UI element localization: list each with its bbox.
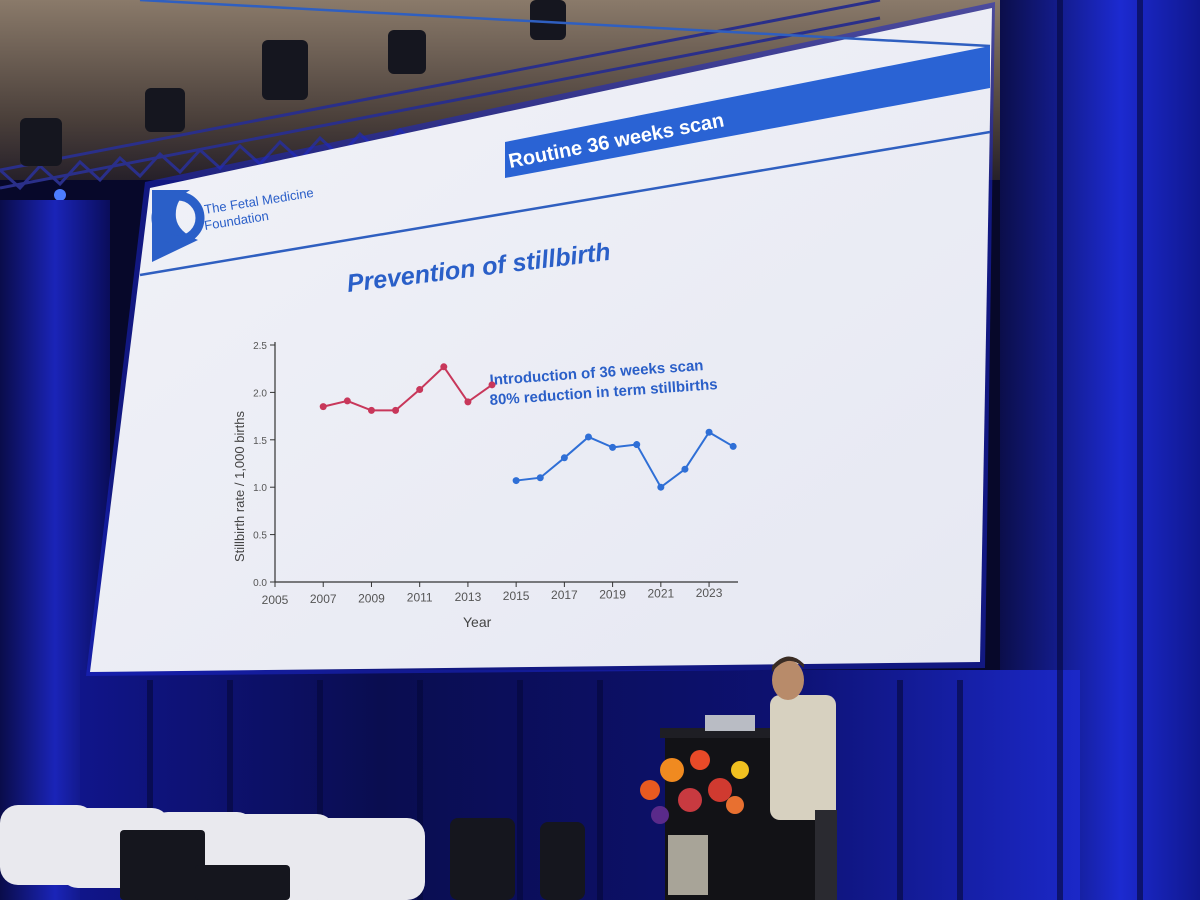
data-point-1-0: [512, 477, 520, 485]
y-tick-label: 0.5: [253, 531, 267, 542]
data-point-1-1: [536, 474, 544, 482]
data-point-0-5: [440, 363, 448, 371]
data-point-1-3: [584, 433, 592, 441]
x-tick-label: 2011: [407, 591, 433, 605]
blue-spotlight: [54, 189, 66, 201]
series-line-0: [322, 365, 493, 412]
data-point-1-7: [681, 465, 689, 473]
x-tick-label: 2023: [696, 586, 723, 600]
stage-lights: [20, 0, 566, 166]
data-point-0-4: [416, 386, 424, 394]
data-point-1-5: [633, 441, 641, 449]
data-point-0-0: [319, 403, 327, 411]
flower-arrangement: [640, 750, 749, 895]
y-tick-label: 2.5: [253, 341, 267, 352]
stillbirth-chart: 0.00.51.01.52.02.5 2005 2007 2009 2011 2013 2…: [232, 341, 738, 630]
header-rule: [139, 130, 991, 277]
header-rule: [139, 0, 991, 48]
x-tick-label: 2019: [599, 587, 626, 601]
x-tick-label: 2007: [310, 592, 337, 606]
title-banner: [505, 46, 990, 178]
x-tick-label: 2017: [551, 588, 578, 602]
x-tick-label: 2013: [455, 590, 482, 604]
data-point-1-2: [560, 454, 568, 462]
y-ticks: 0.0 0.5 1.0 1.5 2.0 2.5: [253, 341, 275, 589]
data-point-0-1: [343, 397, 351, 405]
series-line-1: [516, 430, 734, 489]
projection-screen: [90, 8, 992, 672]
data-point-0-3: [392, 406, 400, 414]
x-tick-label: 2015: [503, 589, 530, 603]
y-tick-label: 2.0: [253, 388, 267, 399]
x-tick-label: 2005: [262, 593, 289, 607]
y-tick-label: 1.5: [253, 436, 267, 447]
fmf-logo: [151, 190, 205, 262]
data-point-0-7: [488, 381, 496, 389]
dark-chairs: [120, 818, 585, 900]
fmf-logo-ring: [151, 191, 205, 245]
data-point-1-6: [657, 483, 665, 491]
data-point-0-2: [367, 406, 375, 414]
x-ticks: 2005 2007 2009 2011 2013 2015 2017 2019 2021 2023: [262, 582, 723, 607]
series-layer: [319, 363, 737, 491]
x-axis-label: Year: [463, 614, 492, 630]
slide-content: [139, 0, 991, 48]
data-point-0-6: [464, 398, 472, 406]
data-point-1-4: [609, 443, 617, 451]
x-tick-label: 2009: [358, 591, 385, 605]
speaker: [770, 656, 837, 900]
y-tick-label: 1.0: [253, 483, 267, 494]
x-tick-label: 2021: [647, 587, 674, 601]
y-axis-label: Stillbirth rate / 1,000 births: [232, 410, 247, 562]
data-point-1-9: [729, 442, 737, 450]
data-point-1-8: [705, 428, 713, 436]
y-tick-label: 0.0: [253, 578, 267, 589]
